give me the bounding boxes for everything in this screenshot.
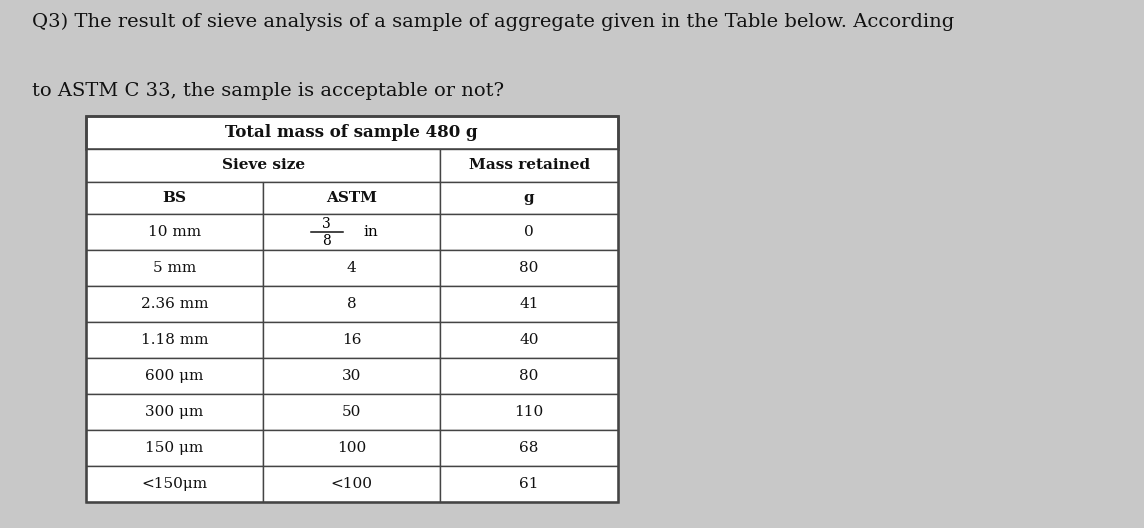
Text: Mass retained: Mass retained bbox=[469, 158, 589, 172]
Text: 100: 100 bbox=[337, 441, 366, 455]
Text: 2.36 mm: 2.36 mm bbox=[141, 297, 208, 311]
Text: 30: 30 bbox=[342, 369, 362, 383]
Text: 16: 16 bbox=[342, 333, 362, 347]
Text: BS: BS bbox=[162, 191, 186, 205]
Text: 0: 0 bbox=[524, 225, 534, 239]
Text: 150 μm: 150 μm bbox=[145, 441, 204, 455]
Text: Total mass of sample 480 g: Total mass of sample 480 g bbox=[225, 124, 478, 141]
Text: <150μm: <150μm bbox=[142, 477, 207, 491]
Text: 40: 40 bbox=[519, 333, 539, 347]
Text: 50: 50 bbox=[342, 405, 362, 419]
Text: 110: 110 bbox=[515, 405, 543, 419]
Text: <100: <100 bbox=[331, 477, 373, 491]
Text: 61: 61 bbox=[519, 477, 539, 491]
Text: to ASTM C 33, the sample is acceptable or not?: to ASTM C 33, the sample is acceptable o… bbox=[32, 82, 505, 100]
Text: ASTM: ASTM bbox=[326, 191, 378, 205]
Text: 300 μm: 300 μm bbox=[145, 405, 204, 419]
Text: 68: 68 bbox=[519, 441, 539, 455]
Text: 8: 8 bbox=[323, 234, 331, 248]
Text: 41: 41 bbox=[519, 297, 539, 311]
Text: 1.18 mm: 1.18 mm bbox=[141, 333, 208, 347]
Text: 600 μm: 600 μm bbox=[145, 369, 204, 383]
Text: 10 mm: 10 mm bbox=[148, 225, 201, 239]
Text: 80: 80 bbox=[519, 261, 539, 275]
Text: Sieve size: Sieve size bbox=[222, 158, 304, 172]
Text: 80: 80 bbox=[519, 369, 539, 383]
Text: g: g bbox=[524, 191, 534, 205]
Text: 4: 4 bbox=[347, 261, 357, 275]
Text: in: in bbox=[364, 225, 378, 239]
Text: 8: 8 bbox=[347, 297, 357, 311]
Text: Q3) The result of sieve analysis of a sample of aggregate given in the Table bel: Q3) The result of sieve analysis of a sa… bbox=[32, 13, 954, 32]
Text: 3: 3 bbox=[323, 217, 331, 231]
Text: 5 mm: 5 mm bbox=[153, 261, 196, 275]
